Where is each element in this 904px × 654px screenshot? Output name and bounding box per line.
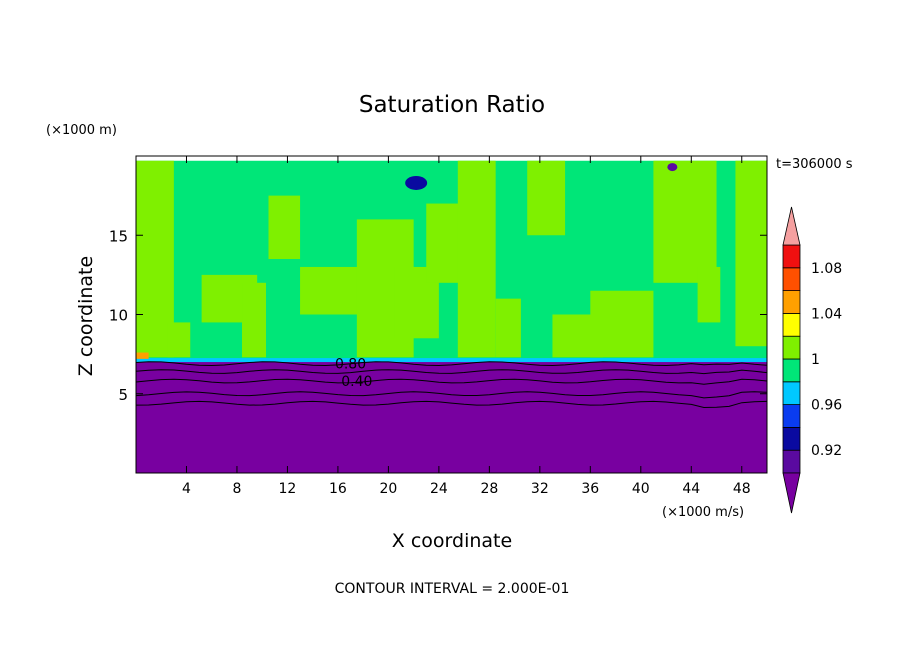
dry-pocket bbox=[405, 175, 428, 190]
colorbar-segment bbox=[782, 244, 801, 269]
boundary-band bbox=[136, 352, 149, 359]
colorbar-segment bbox=[782, 404, 801, 428]
colorbar: 0.92 0.96 1 1.04 1.08 bbox=[782, 206, 842, 514]
colorbar-tick-label: 1.04 bbox=[811, 306, 842, 322]
colorbar-segment bbox=[782, 290, 801, 314]
x-tick-label: 16 bbox=[329, 481, 347, 497]
x-tick-label: 20 bbox=[379, 481, 397, 497]
x-tick-label: 40 bbox=[632, 481, 650, 497]
contour-line bbox=[135, 391, 768, 399]
dry-pocket bbox=[667, 163, 678, 172]
y-tick-label: 10 bbox=[109, 307, 128, 325]
colorbar-segment bbox=[782, 426, 801, 451]
colorbar-tick-label: 1 bbox=[811, 352, 820, 368]
supersaturated-patch bbox=[242, 282, 266, 358]
contour-line bbox=[135, 400, 768, 409]
supersaturated-patch bbox=[300, 266, 364, 315]
x-unit-label: (×1000 m/s) bbox=[662, 505, 744, 520]
colorbar-segment bbox=[782, 267, 801, 291]
supersaturated-patch bbox=[735, 160, 767, 347]
contour-label: 0.40 bbox=[341, 374, 372, 390]
contour-line bbox=[135, 361, 768, 367]
colorbar-segment bbox=[782, 449, 801, 474]
time-label: t=306000 s bbox=[776, 157, 853, 172]
colorbar-tick-label: 0.92 bbox=[811, 443, 842, 459]
x-axis-label: X coordinate bbox=[392, 530, 512, 552]
x-tick-label: 24 bbox=[430, 481, 448, 497]
x-tick-label: 36 bbox=[581, 481, 599, 497]
colorbar-segment bbox=[782, 358, 801, 383]
supersaturated-patch bbox=[457, 160, 496, 358]
supersaturated-patch bbox=[697, 266, 721, 323]
x-tick-label: 44 bbox=[682, 481, 700, 497]
x-tick-label: 48 bbox=[733, 481, 751, 497]
y-tick-label: 15 bbox=[109, 227, 128, 245]
colorbar-segment bbox=[782, 335, 801, 360]
y-axis-label: Z coordinate bbox=[75, 256, 97, 376]
supersaturated-patch bbox=[590, 290, 654, 358]
supersaturated-patch bbox=[527, 160, 566, 236]
colorbar-over-arrow bbox=[782, 206, 801, 246]
contour-line bbox=[135, 369, 768, 375]
boundary-band bbox=[136, 358, 767, 363]
supersaturated-patch bbox=[167, 322, 191, 358]
colorbar-tick-label: 1.08 bbox=[811, 261, 842, 277]
y-unit-label: (×1000 m) bbox=[46, 123, 117, 138]
x-tick-label: 8 bbox=[232, 481, 241, 497]
supersaturated-patch bbox=[495, 298, 521, 358]
colorbar-segment bbox=[782, 312, 801, 337]
x-tick-label: 4 bbox=[182, 481, 191, 497]
supersaturated-patch bbox=[653, 160, 717, 283]
supersaturated-patch bbox=[268, 195, 301, 260]
x-tick-label: 12 bbox=[279, 481, 297, 497]
lower-layer bbox=[136, 360, 767, 473]
chart-title: Saturation Ratio bbox=[359, 92, 545, 118]
contour-line bbox=[135, 378, 768, 385]
contour-interval-note: CONTOUR INTERVAL = 2.000E-01 bbox=[335, 581, 570, 597]
y-tick-label: 5 bbox=[118, 386, 128, 404]
x-tick-label: 32 bbox=[531, 481, 549, 497]
contour-label: 0.80 bbox=[335, 357, 366, 373]
colorbar-segment bbox=[782, 381, 801, 405]
colorbar-under-arrow bbox=[782, 472, 801, 514]
x-tick-label: 28 bbox=[480, 481, 498, 497]
colorbar-tick-label: 0.96 bbox=[811, 398, 842, 414]
